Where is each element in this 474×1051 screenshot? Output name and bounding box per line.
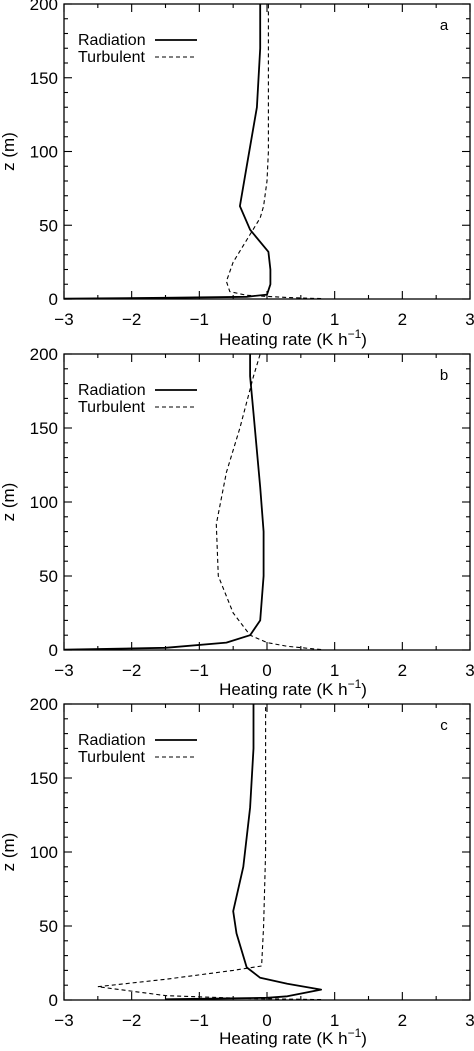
x-tick-label: −2 [122,661,141,680]
x-axis-label-end: ) [361,330,367,349]
x-tick-label: 3 [465,661,474,680]
x-axis-label-exponent: −1 [348,1026,362,1040]
series-line-turbulent [225,4,322,300]
y-tick-label: 150 [30,419,58,438]
y-tick-label: 200 [30,0,58,14]
y-axis-label: z (m) [0,483,18,522]
x-tick-label: 1 [330,1011,339,1030]
x-tick-label: 1 [330,310,339,329]
panel-letter: a [440,17,449,34]
series-line-radiation [63,4,272,300]
panel-letter: b [440,367,448,384]
y-tick-label: 100 [30,843,58,862]
x-axis-label-exponent: −1 [348,677,362,691]
chart-panel-b: −3 −2 −1 0 1 2 3 0 50 100 150 200 Heating rate (K h−… [0,345,474,699]
y-tick-label: 50 [39,917,58,936]
y-tick-label: 150 [30,69,58,88]
x-tick-label: −1 [190,310,209,329]
panel-letter: c [440,717,448,734]
y-tick-label: 150 [30,769,58,788]
x-tick-label: 0 [262,310,271,329]
legend-label-radiation: Radiation [78,32,146,49]
x-tick-label: 1 [330,661,339,680]
x-axis-label-end: ) [361,680,367,699]
y-tick-label: 200 [30,345,58,364]
y-tick-label: 0 [49,641,58,660]
chart-panel-c: −3 −2 −1 0 1 2 3 0 50 100 150 200 Heating rate (K h−… [0,695,474,1048]
y-axis-label: z (m) [0,132,18,171]
x-axis-label: Heating rate (K h−1) [219,1026,367,1048]
legend-label-radiation: Radiation [78,382,146,399]
series-line-radiation [63,354,265,651]
x-tick-label: −3 [54,310,73,329]
x-axis-label-end: ) [361,1029,367,1048]
x-tick-label: −1 [190,661,209,680]
y-tick-label: 100 [30,143,58,162]
x-tick-label: 0 [262,661,271,680]
x-tick-label: −2 [122,1011,141,1030]
x-tick-label: −3 [54,1011,73,1030]
x-axis-label: Heating rate (K h−1) [219,327,367,349]
series-line-turbulent [215,353,322,651]
legend-label-turbulent: Turbulent [78,399,146,416]
series-line-turbulent [97,704,322,1001]
x-tick-label: 3 [465,310,474,329]
legend-label-turbulent: Turbulent [78,49,146,66]
x-tick-label: 0 [262,1011,271,1030]
x-tick-label: 3 [465,1011,474,1030]
series-line-radiation [165,704,322,1001]
y-axis-label: z (m) [0,833,18,872]
y-tick-label: 50 [39,567,58,586]
x-axis-label-main: Heating rate (K h [219,330,348,349]
x-tick-label: 2 [398,661,407,680]
chart-panel-a: −3 −2 −1 0 1 2 3 0 50 100 150 200 Heating rate (K h−… [0,0,474,349]
x-tick-label: −2 [122,310,141,329]
y-tick-label: 0 [49,991,58,1010]
legend-label-radiation: Radiation [78,732,146,749]
x-tick-label: −1 [190,1011,209,1030]
x-tick-label: 2 [398,1011,407,1030]
x-axis-label: Heating rate (K h−1) [219,677,367,699]
x-tick-label: −3 [54,661,73,680]
y-tick-label: 100 [30,493,58,512]
legend-label-turbulent: Turbulent [78,749,146,766]
y-tick-label: 0 [49,290,58,309]
y-tick-label: 50 [39,216,58,235]
y-tick-label: 200 [30,695,58,714]
x-axis-label-exponent: −1 [348,327,362,341]
x-axis-label-main: Heating rate (K h [219,1029,348,1048]
x-axis-label-main: Heating rate (K h [219,680,348,699]
x-tick-label: 2 [398,310,407,329]
